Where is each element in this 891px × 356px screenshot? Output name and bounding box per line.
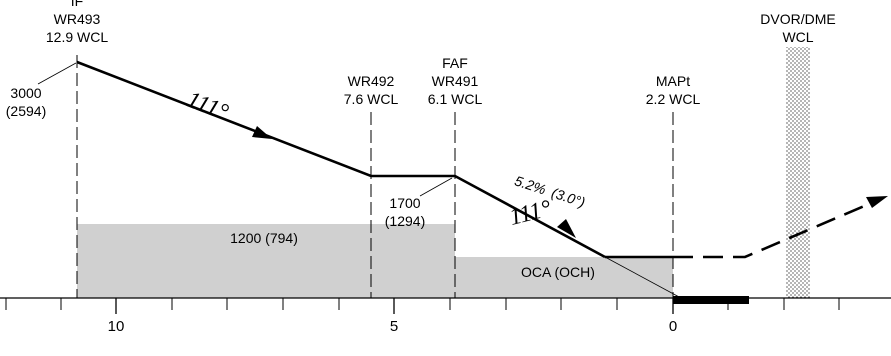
distance-ticks — [5, 298, 840, 314]
if-name-label: WR493 — [54, 11, 101, 27]
scale-label-10: 10 — [108, 318, 125, 335]
final-obstacle-area — [455, 257, 673, 298]
faf-dist-label: 6.1 WCL — [428, 91, 483, 107]
mapt-name-label: MAPt — [656, 73, 690, 89]
faf-altitude-label: 1700 — [389, 195, 420, 211]
if-altitude-leader — [37, 62, 77, 85]
wr492-dist-label: 7.6 WCL — [344, 91, 399, 107]
faf-altitude-leader — [419, 177, 453, 197]
missed-approach-arrowhead — [866, 196, 888, 208]
intermediate-obstacle-area — [77, 224, 455, 298]
faf-height-label: (1294) — [385, 213, 425, 229]
if-altitude-label: 3000 — [10, 85, 41, 101]
scale-label-5: 5 — [390, 318, 398, 335]
dvor-dme-column — [786, 47, 810, 298]
if-dist-label: 12.9 WCL — [46, 29, 108, 45]
scale-label-0: 0 — [669, 318, 677, 335]
missed-approach-path — [673, 199, 877, 259]
gradient-percent: 5.2% — [513, 172, 548, 197]
dvor-name-label: DVOR/DME — [760, 11, 835, 27]
dvor-ident-label: WCL — [782, 29, 813, 45]
wr492-name-label: WR492 — [348, 73, 395, 89]
initial-course-arrowhead — [252, 126, 272, 139]
if-type-label: IF — [71, 0, 83, 9]
faf-name-label: WR491 — [432, 73, 479, 89]
gradient-angle: (3.0°) — [550, 184, 588, 210]
if-height-label: (2594) — [6, 103, 46, 119]
intermediate-oca-label: 1200 (794) — [230, 230, 298, 246]
runway-bar — [673, 296, 749, 304]
extension-line — [604, 256, 682, 299]
final-oca-label: OCA (OCH) — [521, 264, 595, 280]
descent-profile-line — [76, 60, 606, 259]
final-course-arrowhead — [557, 219, 576, 238]
mapt-dist-label: 2.2 WCL — [646, 91, 701, 107]
faf-type-label: FAF — [442, 55, 468, 71]
